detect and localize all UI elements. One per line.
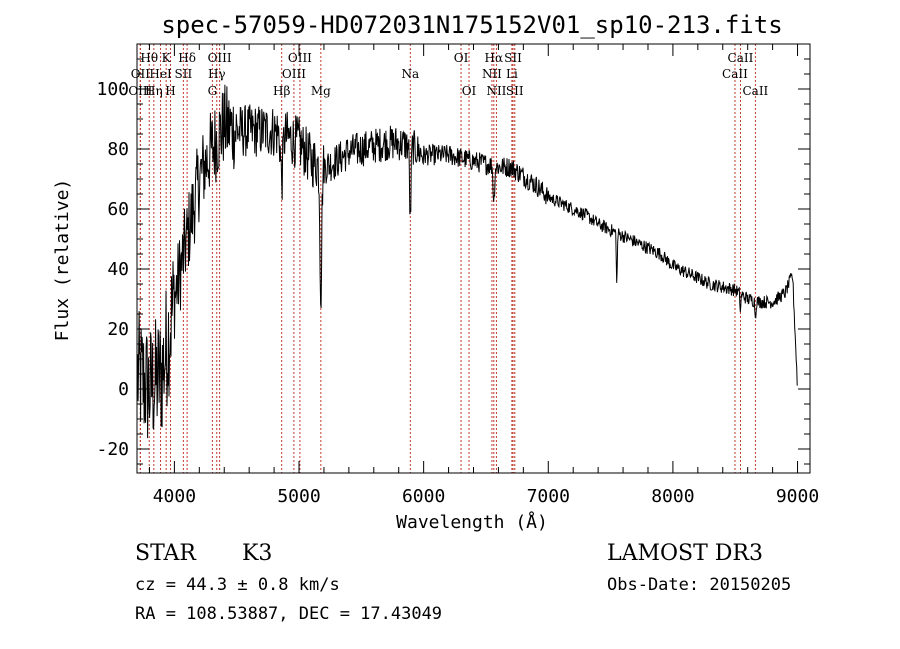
spectral-line-label: K bbox=[162, 51, 172, 65]
plot-frame bbox=[136, 43, 811, 474]
y-tick-label: 60 bbox=[107, 199, 129, 220]
spectral-line-label: OIII bbox=[288, 51, 312, 65]
spectral-line-label: SII bbox=[175, 67, 193, 81]
x-axis-ticks: 4000 5000 6000 7000 8000 9000 bbox=[148, 44, 819, 507]
y-tick-label: 100 bbox=[96, 79, 129, 100]
object-subclass: K3 bbox=[242, 541, 272, 566]
y-axis-label: Flux (relative) bbox=[52, 179, 73, 342]
spectral-line-label: OIII bbox=[208, 51, 232, 65]
object-class: STAR bbox=[135, 541, 197, 566]
redshift-value: cz = 44.3 ± 0.8 km/s bbox=[135, 575, 340, 595]
spectral-line-label: OI bbox=[454, 51, 469, 65]
y-tick-label: 40 bbox=[107, 259, 129, 280]
spectral-line-label: CaII bbox=[722, 67, 748, 81]
spectral-line-label: SII bbox=[506, 84, 524, 98]
x-tick-label: 8000 bbox=[651, 486, 694, 507]
spectral-line-markers bbox=[139, 44, 756, 473]
spectrum-line bbox=[137, 84, 798, 439]
spectral-line-label: Hβ bbox=[273, 84, 290, 98]
x-axis-label: Wavelength (Å) bbox=[396, 511, 548, 533]
spectral-line-label: H bbox=[165, 84, 175, 98]
chart-title: spec-57059-HD072031N175152V01_sp10-213.f… bbox=[161, 11, 782, 39]
spectral-line-label: Li bbox=[506, 67, 518, 81]
spectral-line-label: CaII bbox=[728, 51, 754, 65]
x-tick-label: 7000 bbox=[527, 486, 570, 507]
spectral-line-label: Hδ bbox=[178, 51, 196, 65]
spectral-line-label: OIII bbox=[128, 84, 152, 98]
spectral-line-label: HeI bbox=[149, 67, 172, 81]
y-tick-label: 20 bbox=[107, 319, 129, 340]
x-tick-label: 5000 bbox=[277, 486, 320, 507]
spectral-line-label: Hα bbox=[485, 51, 504, 65]
spectral-line-label: CaII bbox=[742, 84, 768, 98]
observation-date: Obs-Date: 20150205 bbox=[607, 575, 791, 595]
spectral-line-label: Hθ bbox=[140, 51, 158, 65]
spectral-line-label: Na bbox=[401, 67, 419, 81]
spectral-line-label: OI bbox=[462, 84, 477, 98]
spectral-line-label: G bbox=[208, 84, 218, 98]
spectral-line-label: NII bbox=[486, 84, 506, 98]
spectral-line-label: Hη bbox=[145, 84, 163, 98]
y-tick-label: 0 bbox=[118, 379, 129, 400]
spectral-line-label: OIII bbox=[282, 67, 306, 81]
spectral-line-label: SII bbox=[504, 51, 522, 65]
x-tick-label: 9000 bbox=[776, 486, 819, 507]
y-axis-ticks: -20 0 20 40 60 80 100 bbox=[96, 58, 810, 465]
spectral-line-label: NII bbox=[482, 67, 502, 81]
spectral-line-label: Mg bbox=[311, 84, 331, 98]
x-tick-label: 4000 bbox=[153, 486, 196, 507]
survey-name: LAMOST DR3 bbox=[607, 541, 763, 566]
coordinates: RA = 108.53887, DEC = 17.43049 bbox=[135, 604, 442, 624]
y-tick-label: 80 bbox=[107, 139, 129, 160]
x-tick-label: 6000 bbox=[402, 486, 445, 507]
spectral-line-label: Hγ bbox=[208, 67, 226, 81]
y-tick-label: -20 bbox=[96, 439, 129, 460]
